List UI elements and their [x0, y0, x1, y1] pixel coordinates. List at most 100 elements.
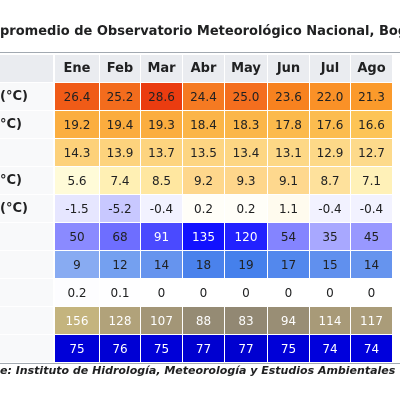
data-cell: 128	[100, 307, 140, 334]
data-cell: 19.3	[141, 111, 182, 138]
data-cell: 75	[141, 335, 182, 362]
data-cell: 12	[100, 251, 140, 278]
row-label	[0, 139, 53, 166]
row-label: °C)	[0, 111, 53, 138]
data-cell: 9.3	[225, 167, 267, 194]
data-cell: 28.6	[141, 83, 182, 110]
data-cell: 0	[268, 279, 309, 306]
data-cell: 19	[225, 251, 267, 278]
data-cell: 16.6	[351, 111, 392, 138]
data-cell: -0.4	[141, 195, 182, 222]
row-label	[0, 307, 53, 334]
data-cell: 83	[225, 307, 267, 334]
data-cell: 15	[310, 251, 350, 278]
row-label	[0, 279, 53, 306]
data-cell: 12.7	[351, 139, 392, 166]
data-cell: 77	[183, 335, 224, 362]
data-cell: 0	[141, 279, 182, 306]
data-cell: 22.0	[310, 83, 350, 110]
data-cell: 24.4	[183, 83, 224, 110]
data-cell: 14.3	[55, 139, 99, 166]
row-label: (°C)	[0, 83, 53, 110]
data-cell: 17.6	[310, 111, 350, 138]
data-cell: 25.0	[225, 83, 267, 110]
column-header: May	[225, 55, 267, 82]
data-cell: 77	[225, 335, 267, 362]
data-cell: -5.2	[100, 195, 140, 222]
data-cell: 23.6	[268, 83, 309, 110]
data-cell: 0.1	[100, 279, 140, 306]
column-header: Jun	[268, 55, 309, 82]
data-cell: 5.6	[55, 167, 99, 194]
data-cell: 14	[351, 251, 392, 278]
column-header: Ene	[55, 55, 99, 82]
data-cell: 7.1	[351, 167, 392, 194]
data-cell: 18	[183, 251, 224, 278]
data-cell: 94	[268, 307, 309, 334]
data-cell: 0	[351, 279, 392, 306]
data-cell: 8.7	[310, 167, 350, 194]
data-cell: 25.2	[100, 83, 140, 110]
data-cell: -0.4	[310, 195, 350, 222]
column-header: Jul	[310, 55, 350, 82]
column-header: Ago	[351, 55, 392, 82]
data-cell: 13.1	[268, 139, 309, 166]
data-cell: 17	[268, 251, 309, 278]
data-cell: 74	[310, 335, 350, 362]
table-frame	[0, 52, 400, 364]
data-cell: 76	[100, 335, 140, 362]
data-cell: 9.1	[268, 167, 309, 194]
table-title: promedio de Observatorio Meteorológico N…	[0, 24, 400, 39]
data-cell: 107	[141, 307, 182, 334]
data-cell: 54	[268, 223, 309, 250]
data-cell: 13.7	[141, 139, 182, 166]
row-label: °C)	[0, 167, 53, 194]
data-cell: 7.4	[100, 167, 140, 194]
data-cell: 117	[351, 307, 392, 334]
data-cell: 68	[100, 223, 140, 250]
column-header: Feb	[100, 55, 140, 82]
data-cell: 13.9	[100, 139, 140, 166]
data-cell: 18.3	[225, 111, 267, 138]
data-cell: 26.4	[55, 83, 99, 110]
data-cell: 135	[183, 223, 224, 250]
data-cell: 35	[310, 223, 350, 250]
data-cell: 74	[351, 335, 392, 362]
data-cell: 156	[55, 307, 99, 334]
data-cell: -0.4	[351, 195, 392, 222]
data-cell: 8.5	[141, 167, 182, 194]
row-label	[0, 335, 53, 362]
data-cell: 17.8	[268, 111, 309, 138]
data-cell: 0	[225, 279, 267, 306]
row-label	[0, 223, 53, 250]
data-cell: 75	[55, 335, 99, 362]
data-cell: 14	[141, 251, 182, 278]
data-cell: 13.5	[183, 139, 224, 166]
data-cell: 13.4	[225, 139, 267, 166]
data-cell: 0.2	[183, 195, 224, 222]
row-label: (°C)	[0, 195, 53, 222]
data-cell: 120	[225, 223, 267, 250]
data-cell: 21.3	[351, 83, 392, 110]
data-cell: 45	[351, 223, 392, 250]
row-label	[0, 251, 53, 278]
column-header: Abr	[183, 55, 224, 82]
data-cell: 19.4	[100, 111, 140, 138]
header-corner	[0, 55, 53, 82]
data-cell: 18.4	[183, 111, 224, 138]
data-cell: 12.9	[310, 139, 350, 166]
data-cell: 0	[310, 279, 350, 306]
source-note: e: Instituto de Hidrología, Meteorología…	[0, 364, 400, 377]
data-cell: 50	[55, 223, 99, 250]
data-cell: 1.1	[268, 195, 309, 222]
data-cell: 19.2	[55, 111, 99, 138]
column-header: Mar	[141, 55, 182, 82]
data-cell: 114	[310, 307, 350, 334]
data-cell: 0.2	[55, 279, 99, 306]
data-cell: 9.2	[183, 167, 224, 194]
data-cell: 0	[183, 279, 224, 306]
data-cell: 91	[141, 223, 182, 250]
data-cell: 88	[183, 307, 224, 334]
data-cell: 75	[268, 335, 309, 362]
